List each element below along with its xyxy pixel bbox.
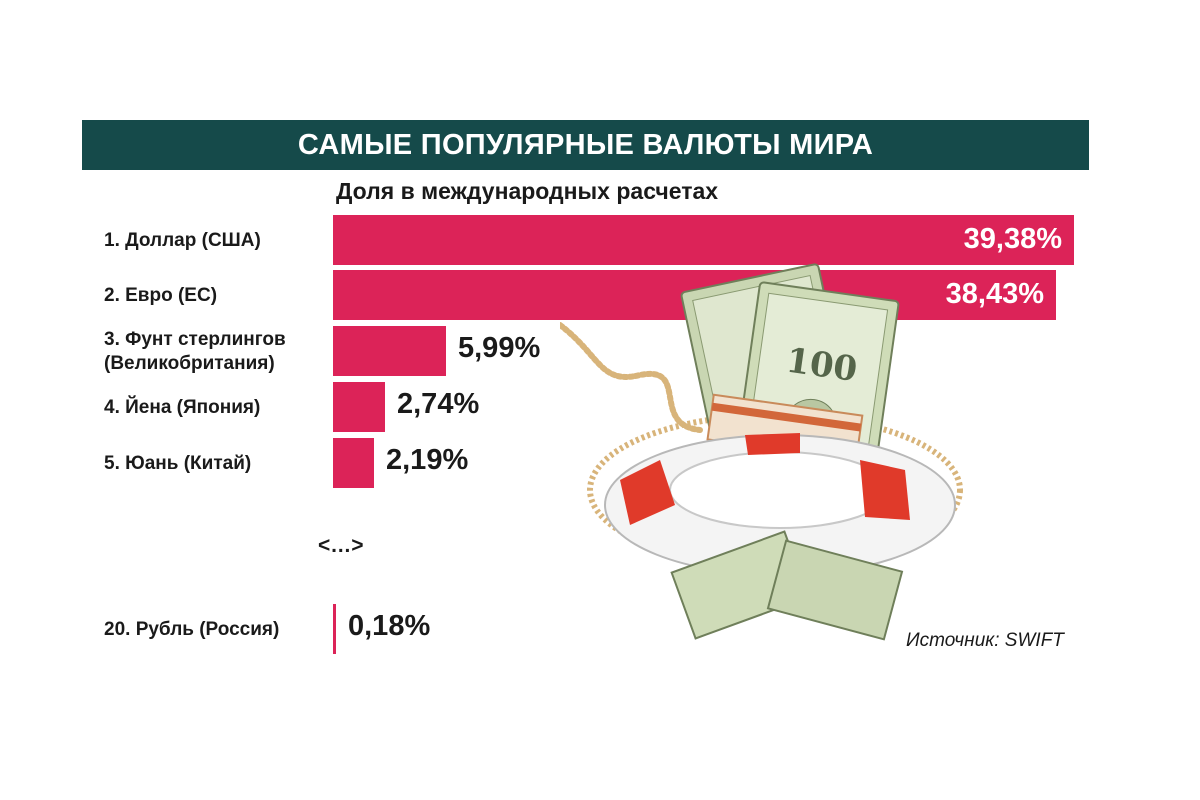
value-label: 0,18% [348, 610, 431, 642]
category-label: 20. Рубль (Россия) [104, 619, 280, 640]
bar [333, 326, 446, 376]
value-label: 38,43% [945, 278, 1044, 310]
value-label: 2,19% [386, 444, 469, 476]
bar [333, 215, 1074, 265]
value-label: 2,74% [397, 388, 480, 420]
chart-title: САМЫЕ ПОПУЛЯРНЫЕ ВАЛЮТЫ МИРА [82, 120, 1089, 170]
bar [333, 604, 336, 654]
category-label: 1. Доллар (США) [104, 230, 261, 251]
category-label: 5. Юань (Китай) [104, 453, 252, 474]
source-note: Источник: SWIFT [906, 630, 1064, 651]
category-label: 4. Йена (Япония) [104, 397, 261, 418]
bar [333, 382, 385, 432]
banknote-denomination: 100 [784, 341, 860, 390]
chart-subtitle: Доля в международных расчетах [336, 178, 719, 204]
money-lifebuoy-icon: 100 [560, 263, 963, 641]
value-label: 5,99% [458, 332, 541, 364]
gap-marker: <…> [318, 534, 364, 557]
category-label: 2. Евро (ЕС) [104, 285, 218, 306]
value-label: 39,38% [963, 223, 1062, 255]
category-label: 3. Фунт стерлингов (Великобритания) [104, 329, 286, 374]
bar [333, 438, 374, 488]
